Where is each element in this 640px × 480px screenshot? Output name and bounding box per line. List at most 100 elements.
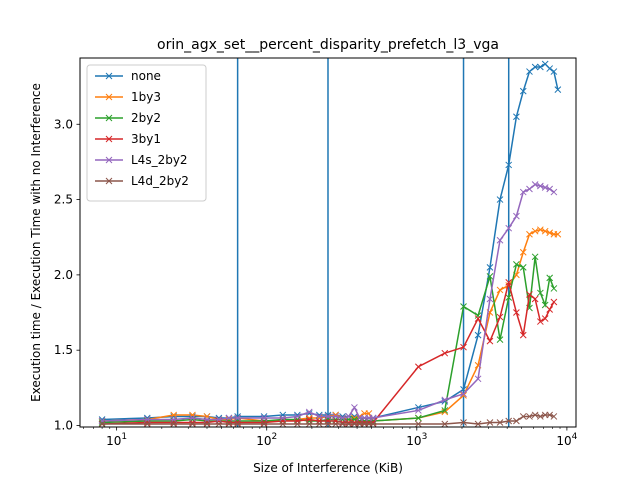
x-axis-label: Size of Interference (KiB) bbox=[253, 461, 403, 475]
legend-label-L4d_2by2: L4d_2by2 bbox=[131, 174, 189, 188]
data-point-none-35 bbox=[546, 65, 554, 72]
legend: none 1by3 2by2 3by1 L4s_2by2 L4d_2by2 bbox=[86, 64, 207, 202]
data-point-3by1-31 bbox=[526, 291, 533, 298]
data-point-L4d_2by2-10 bbox=[294, 420, 301, 427]
data-point-3by1-26 bbox=[486, 337, 494, 345]
data-point-1by3-30 bbox=[519, 248, 527, 256]
data-point-L4s_2by2-16 bbox=[345, 413, 353, 420]
data-point-L4d_2by2-15 bbox=[339, 420, 346, 427]
data-point-L4d_2by2-18 bbox=[356, 420, 363, 427]
data-point-L4d_2by2-28 bbox=[505, 417, 513, 425]
data-point-1by3-37 bbox=[554, 230, 562, 238]
data-point-L4d_2by2-14 bbox=[332, 420, 340, 427]
data-point-L4d_2by2-29 bbox=[513, 417, 520, 425]
data-point-2by2-22 bbox=[414, 414, 422, 422]
data-point-none-36 bbox=[550, 68, 558, 75]
data-point-L4s_2by2-18 bbox=[356, 414, 363, 422]
data-point-L4d_2by2-24 bbox=[460, 419, 467, 426]
x-tick-label: 102 bbox=[256, 432, 277, 448]
data-point-L4s_2by2-7 bbox=[234, 414, 241, 422]
data-point-L4s_2by2-15 bbox=[339, 414, 346, 422]
legend-marker-L4s_2by2 bbox=[105, 156, 113, 164]
data-point-L4s_2by2-26 bbox=[486, 295, 494, 303]
data-point-1by3-35 bbox=[546, 229, 554, 237]
data-point-2by2-23 bbox=[441, 407, 449, 414]
data-point-L4s_2by2-30 bbox=[519, 188, 527, 196]
data-point-3by1-27 bbox=[496, 313, 504, 321]
data-point-2by2-35 bbox=[546, 274, 554, 282]
legend-label-2by2: 2by2 bbox=[131, 111, 161, 125]
data-point-3by1-34 bbox=[541, 315, 549, 322]
data-point-L4s_2by2-32 bbox=[531, 181, 539, 188]
data-point-L4s_2by2-35 bbox=[546, 185, 554, 193]
data-point-3by1-29 bbox=[513, 309, 520, 316]
y-tick-label: 1.0 bbox=[54, 418, 73, 432]
data-point-L4d_2by2-36 bbox=[550, 413, 558, 420]
data-point-1by3-27 bbox=[496, 286, 504, 294]
data-point-L4s_2by2-9 bbox=[279, 414, 287, 422]
data-point-none-26 bbox=[486, 263, 494, 271]
data-point-L4s_2by2-24 bbox=[460, 390, 467, 398]
data-point-L4d_2by2-25 bbox=[474, 420, 482, 427]
data-point-1by3-33 bbox=[537, 226, 544, 234]
data-point-2by2-29 bbox=[513, 260, 520, 268]
data-point-L4d_2by2-16 bbox=[345, 420, 353, 427]
data-point-1by3-32 bbox=[531, 227, 539, 235]
data-point-1by3-31 bbox=[526, 230, 533, 238]
data-point-L4d_2by2-2 bbox=[170, 420, 178, 427]
data-point-L4s_2by2-10 bbox=[294, 413, 301, 420]
data-point-L4s_2by2-29 bbox=[513, 212, 520, 220]
chart-title: orin_agx_set__percent_disparity_prefetch… bbox=[157, 37, 499, 53]
legend-label-3by1: 3by1 bbox=[131, 132, 161, 146]
data-point-L4s_2by2-25 bbox=[474, 375, 482, 383]
data-point-2by2-33 bbox=[537, 289, 544, 297]
data-point-L4d_2by2-17 bbox=[351, 420, 358, 427]
data-point-L4s_2by2-28 bbox=[505, 224, 513, 232]
data-point-L4s_2by2-13 bbox=[324, 413, 332, 420]
y-axis: 1.0 1.5 2.0 2.5 3.0 bbox=[54, 117, 80, 432]
data-point-none-31 bbox=[526, 68, 533, 75]
plot-area bbox=[98, 58, 562, 427]
data-point-2by2-30 bbox=[519, 263, 527, 271]
legend-label-L4s_2by2: L4s_2by2 bbox=[131, 153, 188, 167]
x-tick-label: 101 bbox=[106, 432, 127, 448]
data-point-none-37 bbox=[554, 86, 562, 93]
data-point-L4d_2by2-6 bbox=[225, 420, 233, 427]
data-point-L4s_2by2-23 bbox=[441, 396, 449, 404]
legend-marker-3by1 bbox=[105, 135, 113, 143]
data-point-none-29 bbox=[513, 113, 520, 121]
data-point-L4s_2by2-31 bbox=[526, 185, 533, 193]
data-point-L4d_2by2-5 bbox=[215, 420, 223, 427]
data-point-2by2-32 bbox=[531, 253, 539, 261]
series-line-1by3 bbox=[102, 228, 558, 422]
data-point-3by1-24 bbox=[460, 343, 467, 351]
data-point-L4s_2by2-8 bbox=[260, 414, 268, 422]
data-point-none-32 bbox=[531, 63, 539, 71]
data-point-L4d_2by2-26 bbox=[486, 419, 494, 426]
data-point-none-30 bbox=[519, 87, 527, 95]
data-point-3by1-32 bbox=[531, 295, 539, 303]
data-point-L4s_2by2-33 bbox=[537, 182, 544, 190]
y-tick-label: 1.5 bbox=[54, 343, 73, 357]
data-point-3by1-33 bbox=[537, 318, 544, 325]
data-point-3by1-30 bbox=[519, 331, 527, 339]
data-point-1by3-23 bbox=[441, 408, 449, 416]
legend-marker-L4d_2by2 bbox=[105, 177, 113, 185]
data-point-L4d_2by2-30 bbox=[519, 413, 527, 420]
data-point-L4d_2by2-4 bbox=[203, 420, 211, 427]
data-point-none-27 bbox=[496, 196, 504, 203]
x-axis: 101 102 103 104 bbox=[83, 427, 578, 448]
data-point-L4d_2by2-23 bbox=[441, 420, 449, 427]
data-point-3by1-36 bbox=[550, 298, 558, 306]
data-point-L4s_2by2-17 bbox=[351, 404, 358, 411]
data-point-L4s_2by2-3 bbox=[189, 414, 196, 422]
data-point-L4d_2by2-3 bbox=[189, 420, 196, 427]
y-tick-label: 3.0 bbox=[54, 117, 73, 131]
data-point-L4d_2by2-7 bbox=[234, 420, 241, 427]
legend-label-none: none bbox=[131, 69, 161, 83]
data-point-L4s_2by2-27 bbox=[496, 236, 504, 244]
data-point-L4s_2by2-22 bbox=[414, 407, 422, 414]
data-point-L4d_2by2-22 bbox=[414, 420, 422, 427]
data-point-L4s_2by2-21 bbox=[369, 414, 377, 422]
